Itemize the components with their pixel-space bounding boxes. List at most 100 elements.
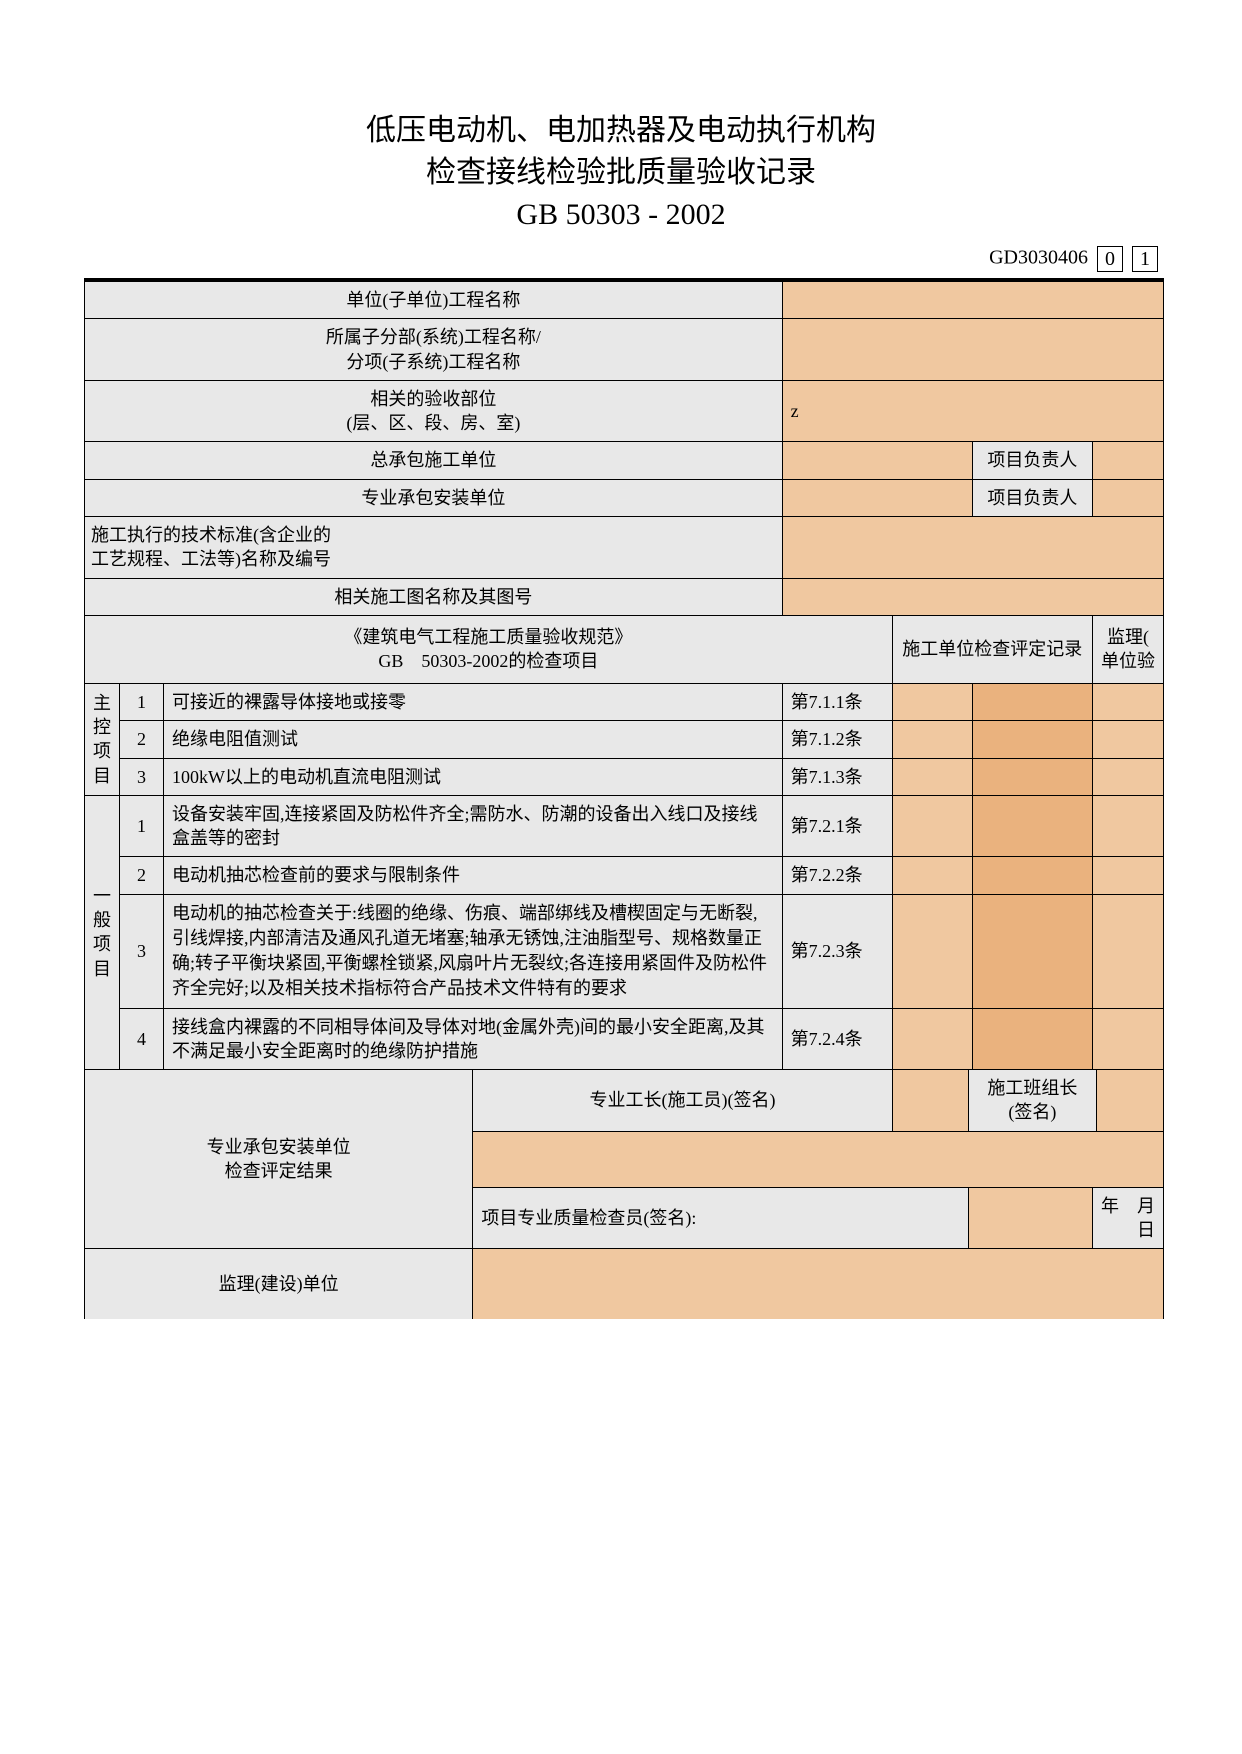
- row-tech-standard: 施工执行的技术标准(含企业的 工艺规程、工法等)名称及编号: [85, 517, 1164, 579]
- label-qc: 项目专业质量检查员(签名):: [473, 1187, 968, 1249]
- value-supervise-unit[interactable]: [473, 1249, 1164, 1319]
- row-general-1: 一般项目 1 设备安装牢固,连接紧固及防松件齐全;需防水、防潮的设备出入线口及接…: [85, 795, 1164, 857]
- value-teamlead[interactable]: [1097, 1070, 1164, 1132]
- item-ref: 第7.2.3条: [782, 894, 892, 1008]
- label-location: 相关的验收部位 (层、区、段、房、室): [85, 380, 783, 442]
- item-record[interactable]: [892, 683, 972, 720]
- group-label-main: 主控项目: [85, 683, 120, 795]
- value-result-body[interactable]: [473, 1131, 1164, 1187]
- item-ref: 第7.1.1条: [782, 683, 892, 720]
- value-qc[interactable]: [968, 1187, 1092, 1249]
- value-specialty-contractor[interactable]: [782, 479, 972, 516]
- inspection-form-table: 单位(子单位)工程名称 所属子分部(系统)工程名称/ 分项(子系统)工程名称 相…: [84, 278, 1164, 1319]
- title-line-3: GB 50303 - 2002: [0, 194, 1242, 236]
- row-general-4: 4 接线盒内裸露的不同相导体间及导体对地(金属外壳)间的最小安全距离,及其不满足…: [85, 1008, 1164, 1070]
- item-supervise[interactable]: [1092, 857, 1163, 894]
- item-ref: 第7.2.1条: [782, 795, 892, 857]
- item-desc: 电动机的抽芯检查关于:线圈的绝缘、伤痕、端部绑线及槽楔固定与无断裂,引线焊接,内…: [164, 894, 783, 1008]
- value-location[interactable]: z: [782, 380, 1163, 442]
- item-num: 2: [120, 857, 164, 894]
- label-specialty-contractor: 专业承包安装单位: [85, 479, 783, 516]
- item-record-tail[interactable]: [972, 1008, 1092, 1070]
- item-supervise[interactable]: [1092, 683, 1163, 720]
- row-main-1: 主控项目 1 可接近的裸露导体接地或接零 第7.1.1条: [85, 683, 1164, 720]
- label-subproject: 所属子分部(系统)工程名称/ 分项(子系统)工程名称: [85, 319, 783, 381]
- item-desc: 可接近的裸露导体接地或接零: [164, 683, 783, 720]
- group-label-general: 一般项目: [85, 795, 120, 1069]
- item-num: 1: [120, 683, 164, 720]
- header-row-subproject: 所属子分部(系统)工程名称/ 分项(子系统)工程名称: [85, 319, 1164, 381]
- item-record-tail[interactable]: [972, 795, 1092, 857]
- value-general-contractor[interactable]: [782, 442, 972, 479]
- label-pm-2: 项目负责人: [972, 479, 1092, 516]
- item-record[interactable]: [892, 894, 972, 1008]
- doc-id-box-1: 0: [1097, 246, 1123, 272]
- item-num: 2: [120, 721, 164, 758]
- doc-id-prefix: GD3030406: [989, 247, 1088, 269]
- item-ref: 第7.2.2条: [782, 857, 892, 894]
- label-teamlead: 施工班组长(签名): [968, 1070, 1097, 1132]
- row-main-3: 3 100kW以上的电动机直流电阻测试 第7.1.3条: [85, 758, 1164, 795]
- row-general-3: 3 电动机的抽芯检查关于:线圈的绝缘、伤痕、端部绑线及槽楔固定与无断裂,引线焊接…: [85, 894, 1164, 1008]
- value-tech-standard[interactable]: [782, 517, 1163, 579]
- doc-id-box-2: 1: [1132, 246, 1158, 272]
- value-pm-1[interactable]: [1092, 442, 1163, 479]
- row-general-contractor: 总承包施工单位 项目负责人: [85, 442, 1164, 479]
- label-tech-standard: 施工执行的技术标准(含企业的 工艺规程、工法等)名称及编号: [85, 517, 783, 579]
- item-record-tail[interactable]: [972, 894, 1092, 1008]
- item-supervise[interactable]: [1092, 758, 1163, 795]
- item-ref: 第7.2.4条: [782, 1008, 892, 1070]
- header-row-location: 相关的验收部位 (层、区、段、房、室) z: [85, 380, 1164, 442]
- item-supervise[interactable]: [1092, 721, 1163, 758]
- item-num: 1: [120, 795, 164, 857]
- item-desc: 电动机抽芯检查前的要求与限制条件: [164, 857, 783, 894]
- item-num: 3: [120, 758, 164, 795]
- row-sign-foreman: 专业承包安装单位 检查评定结果 专业工长(施工员)(签名) 施工班组长(签名): [85, 1070, 1164, 1132]
- item-ref: 第7.1.3条: [782, 758, 892, 795]
- item-record[interactable]: [892, 1008, 972, 1070]
- item-record-tail[interactable]: [972, 721, 1092, 758]
- item-desc: 100kW以上的电动机直流电阻测试: [164, 758, 783, 795]
- label-general-contractor: 总承包施工单位: [85, 442, 783, 479]
- label-unit-result: 专业承包安装单位 检查评定结果: [85, 1070, 473, 1249]
- item-num: 3: [120, 894, 164, 1008]
- value-drawing[interactable]: [782, 578, 1163, 615]
- item-record[interactable]: [892, 857, 972, 894]
- item-desc: 绝缘电阻值测试: [164, 721, 783, 758]
- document-id: GD3030406 0 1: [0, 246, 1242, 272]
- row-drawing: 相关施工图名称及其图号: [85, 578, 1164, 615]
- item-record-tail[interactable]: [972, 758, 1092, 795]
- item-record-tail[interactable]: [972, 683, 1092, 720]
- item-supervise[interactable]: [1092, 1008, 1163, 1070]
- document-title: 低压电动机、电加热器及电动执行机构 检查接线检验批质量验收记录 GB 50303…: [0, 110, 1242, 236]
- item-supervise[interactable]: [1092, 795, 1163, 857]
- title-line-1: 低压电动机、电加热器及电动执行机构: [0, 110, 1242, 152]
- value-foreman[interactable]: [892, 1070, 968, 1132]
- item-record-tail[interactable]: [972, 857, 1092, 894]
- label-record-col: 施工单位检查评定记录: [892, 615, 1092, 683]
- value-subproject[interactable]: [782, 319, 1163, 381]
- label-pm-1: 项目负责人: [972, 442, 1092, 479]
- label-supervise-col: 监理( 单位验: [1092, 615, 1163, 683]
- label-foreman: 专业工长(施工员)(签名): [473, 1070, 892, 1132]
- item-num: 4: [120, 1008, 164, 1070]
- value-project-name[interactable]: [782, 280, 1163, 319]
- value-pm-2[interactable]: [1092, 479, 1163, 516]
- label-date: 年 月 日: [1092, 1187, 1163, 1249]
- item-desc: 设备安装牢固,连接紧固及防松件齐全;需防水、防潮的设备出入线口及接线盒盖等的密封: [164, 795, 783, 857]
- row-specialty-contractor: 专业承包安装单位 项目负责人: [85, 479, 1164, 516]
- row-check-header: 《建筑电气工程施工质量验收规范》 GB 50303-2002的检查项目 施工单位…: [85, 615, 1164, 683]
- item-ref: 第7.1.2条: [782, 721, 892, 758]
- label-spec: 《建筑电气工程施工质量验收规范》 GB 50303-2002的检查项目: [85, 615, 893, 683]
- label-project-name: 单位(子单位)工程名称: [85, 280, 783, 319]
- item-record[interactable]: [892, 721, 972, 758]
- item-record[interactable]: [892, 758, 972, 795]
- row-supervise-unit: 监理(建设)单位: [85, 1249, 1164, 1319]
- row-general-2: 2 电动机抽芯检查前的要求与限制条件 第7.2.2条: [85, 857, 1164, 894]
- header-row-project-name: 单位(子单位)工程名称: [85, 280, 1164, 319]
- item-record[interactable]: [892, 795, 972, 857]
- label-drawing: 相关施工图名称及其图号: [85, 578, 783, 615]
- title-line-2: 检查接线检验批质量验收记录: [0, 152, 1242, 194]
- item-desc: 接线盒内裸露的不同相导体间及导体对地(金属外壳)间的最小安全距离,及其不满足最小…: [164, 1008, 783, 1070]
- item-supervise[interactable]: [1092, 894, 1163, 1008]
